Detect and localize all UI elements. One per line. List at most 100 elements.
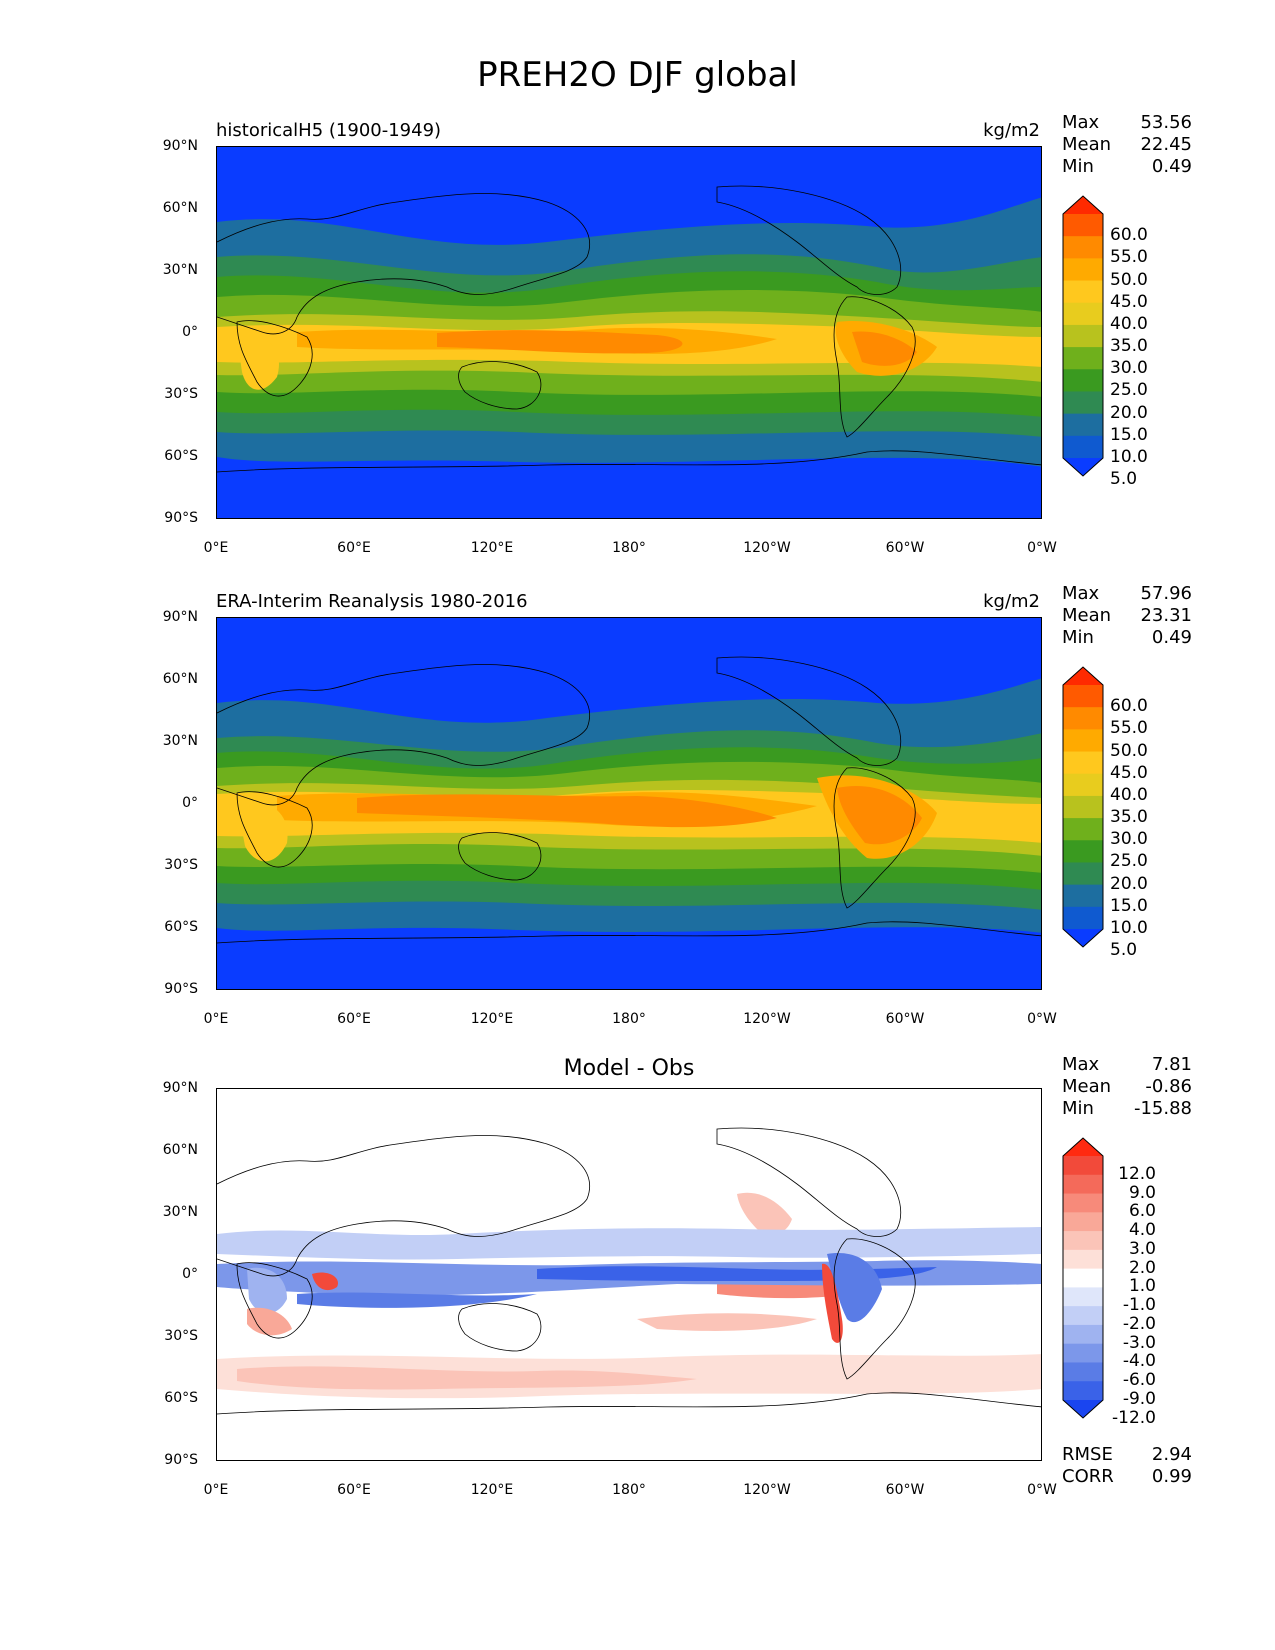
colorbar-segment xyxy=(1063,435,1103,459)
colorbar-extend-min xyxy=(1063,929,1103,947)
y-tick-label: 30°S xyxy=(164,386,198,402)
colorbar-segment xyxy=(1063,1212,1103,1232)
colorbar-tick-label: 60.0 xyxy=(1110,696,1148,717)
colorbar-segment xyxy=(1063,862,1103,886)
colorbar-extend-min xyxy=(1063,1400,1103,1418)
x-tick-label: 0°E xyxy=(203,540,229,556)
colorbar-segment xyxy=(1063,707,1103,730)
colorbar-tick-label: 1.0 xyxy=(1128,1276,1156,1297)
x-tick-label: 180° xyxy=(612,1482,646,1498)
x-tick-label: 60°E xyxy=(337,1482,371,1498)
colorbar-tick-label: 40.0 xyxy=(1110,313,1148,334)
score-box: RMSE 2.94 CORR 0.99 xyxy=(1062,1444,1192,1488)
colorbar-tick-label: 40.0 xyxy=(1110,784,1148,805)
stat-value: 53.56 xyxy=(1140,112,1192,133)
colorbar-segment xyxy=(1063,1324,1103,1345)
x-tick-label: 60°E xyxy=(337,1011,371,1027)
stat-label: Min xyxy=(1062,627,1094,648)
colorbar-tick-label: 4.0 xyxy=(1128,1220,1156,1241)
x-tick-label: 180° xyxy=(612,540,646,556)
panel-model: historicalH5 (1900-1949) kg/m2 Max 53.56 … xyxy=(0,112,1275,590)
colorbar-tick-label: -4.0 xyxy=(1122,1351,1156,1372)
stat-label: Max xyxy=(1062,583,1100,604)
stat-value: -15.88 xyxy=(1133,1098,1192,1119)
colorbar-svg xyxy=(1062,1137,1104,1419)
score-value: 0.99 xyxy=(1151,1466,1192,1487)
colorbar-tick-label: 35.0 xyxy=(1110,807,1148,828)
units-label: kg/m2 xyxy=(983,591,1040,612)
y-tick-label: 0° xyxy=(182,795,198,811)
y-tick-label: 30°S xyxy=(164,1328,198,1344)
colorbar-tick-label: 15.0 xyxy=(1110,424,1148,445)
colorbar-svg xyxy=(1062,666,1104,948)
colorbar-tick-label: 5.0 xyxy=(1110,469,1138,490)
stat-label: Mean xyxy=(1062,1076,1112,1097)
colorbar-segment xyxy=(1063,1306,1103,1326)
colorbar-segment xyxy=(1063,884,1103,908)
stat-value: -0.86 xyxy=(1145,1076,1192,1097)
panel-title: historicalH5 (1900-1949) xyxy=(216,120,442,141)
colorbar-tick-label: 30.0 xyxy=(1110,358,1148,379)
colorbar-segment xyxy=(1063,1231,1103,1251)
colorbar-tick-label: 60.0 xyxy=(1110,225,1148,246)
colorbar-extend-max xyxy=(1063,1138,1103,1156)
units-label: kg/m2 xyxy=(983,120,1040,141)
stat-value: 7.81 xyxy=(1151,1054,1192,1075)
colorbar-segment xyxy=(1063,1362,1103,1382)
colorbar-extend-max xyxy=(1063,667,1103,685)
colorbar-segment xyxy=(1063,1156,1103,1176)
map-observation xyxy=(216,617,1042,990)
y-tick-label: 90°N xyxy=(162,138,198,154)
stat-label: Min xyxy=(1062,1098,1094,1119)
colorbar-tick-label: -1.0 xyxy=(1122,1295,1156,1316)
x-tick-label: 120°E xyxy=(470,540,514,556)
x-tick-label: 60°W xyxy=(885,1011,925,1027)
colorbar-segment xyxy=(1063,906,1103,930)
stat-label: Max xyxy=(1062,1054,1100,1075)
colorbar-tick-label: 50.0 xyxy=(1110,740,1148,761)
colorbar-segment xyxy=(1063,258,1103,282)
x-tick-label: 60°E xyxy=(337,540,371,556)
colorbar-tick-label: 45.0 xyxy=(1110,762,1148,783)
colorbar-segment xyxy=(1063,1381,1103,1401)
stats-box: Max 7.81 Mean -0.86 Min -15.88 xyxy=(1062,1054,1192,1120)
x-tick-label: 60°W xyxy=(885,1482,925,1498)
map-model xyxy=(216,146,1042,519)
colorbar-outline xyxy=(1062,1137,1104,1419)
colorbar-segment xyxy=(1063,280,1103,304)
colorbar-tick-label: 2.0 xyxy=(1128,1257,1156,1278)
colorbar-segment xyxy=(1063,729,1103,753)
colorbar-tick-label: 20.0 xyxy=(1110,402,1148,423)
x-tick-label: 180° xyxy=(612,1011,646,1027)
y-tick-label: 90°N xyxy=(162,609,198,625)
x-tick-label: 120°W xyxy=(743,1011,791,1027)
colorbar-segment xyxy=(1063,795,1103,819)
stat-label: Mean xyxy=(1062,605,1112,626)
colorbar-tick-label: 10.0 xyxy=(1110,918,1148,938)
colorbar-tick-label: 10.0 xyxy=(1110,447,1148,467)
x-tick-label: 0°E xyxy=(203,1482,229,1498)
colorbar-segment xyxy=(1063,1268,1103,1288)
x-tick-label: 0°E xyxy=(203,1011,229,1027)
colorbar-tick-label: 45.0 xyxy=(1110,291,1148,312)
y-tick-label: 30°N xyxy=(162,733,198,749)
y-tick-label: 90°S xyxy=(164,981,198,997)
score-label: CORR xyxy=(1062,1466,1114,1487)
colorbar-tick-label: 35.0 xyxy=(1110,336,1148,357)
y-tick-label: 0° xyxy=(182,1266,198,1282)
colorbar-tick-label: 6.0 xyxy=(1128,1201,1156,1222)
colorbar-svg xyxy=(1062,195,1104,477)
y-tick-label: 60°N xyxy=(162,1142,198,1158)
colorbar-tick-label: 55.0 xyxy=(1110,247,1148,268)
colorbar-tick-label: 15.0 xyxy=(1110,895,1148,916)
y-tick-label: 60°S xyxy=(164,448,198,464)
stat-value: 0.49 xyxy=(1151,627,1192,648)
colorbar-segment xyxy=(1063,1193,1103,1213)
y-tick-label: 60°S xyxy=(164,919,198,935)
x-tick-label: 120°W xyxy=(743,540,791,556)
stat-value: 23.31 xyxy=(1140,605,1192,626)
colorbar-tick-label: 25.0 xyxy=(1110,380,1148,401)
figure-title: PREH2O DJF global xyxy=(477,55,798,95)
x-tick-label: 0°W xyxy=(1027,1482,1057,1498)
colorbar-segment xyxy=(1063,391,1103,415)
